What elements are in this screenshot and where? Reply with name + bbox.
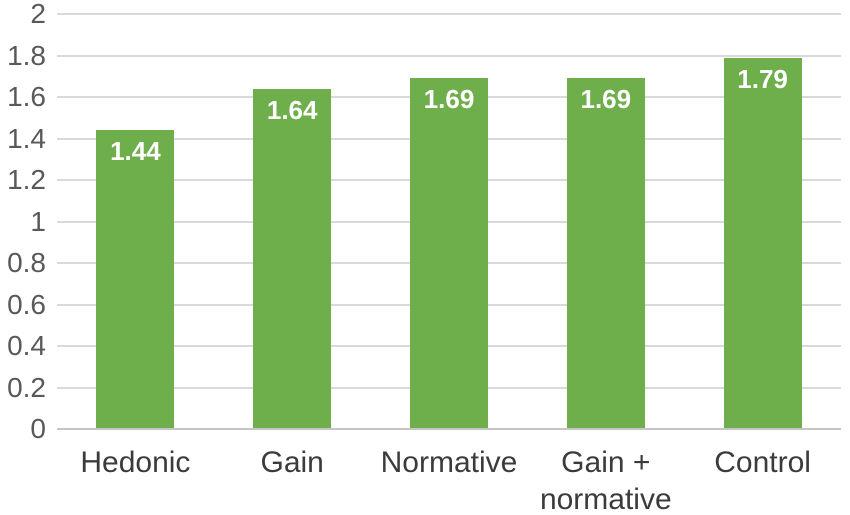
x-category-label: Gain + normative [539, 446, 672, 515]
y-tick-label: 1 [30, 205, 46, 237]
bar [410, 78, 488, 428]
x-category-label: Hedonic [80, 446, 191, 479]
x-axis-line [57, 428, 841, 430]
y-tick-label: 1.2 [7, 164, 46, 195]
y-tick-label: 1.4 [7, 122, 46, 154]
y-tick-label: 2 [30, 0, 46, 29]
y-tick-label: 0.4 [7, 330, 46, 361]
y-tick-label: 0.6 [7, 288, 46, 320]
x-category-label: Gain [260, 446, 324, 479]
bar-value-label: 1.69 [423, 84, 475, 115]
bar-value-label: 1.64 [266, 94, 318, 125]
bar-value-label: 1.44 [110, 136, 161, 167]
y-tick-label: 0.8 [7, 247, 46, 278]
bar [96, 130, 175, 428]
bar [253, 88, 332, 428]
gridline [57, 54, 841, 57]
bar [566, 78, 645, 428]
bar-value-label: 1.69 [580, 84, 632, 115]
x-category-label: Control [714, 446, 811, 479]
x-category-label: Normative [380, 446, 518, 479]
y-tick-label: 0.2 [7, 371, 46, 403]
y-tick-label: 1.6 [7, 81, 46, 112]
bar-value-label: 1.79 [737, 63, 788, 94]
gridline [57, 13, 841, 15]
y-tick-label: 0 [30, 413, 46, 444]
y-tick-label: 1.8 [7, 39, 46, 71]
bar [723, 57, 802, 428]
